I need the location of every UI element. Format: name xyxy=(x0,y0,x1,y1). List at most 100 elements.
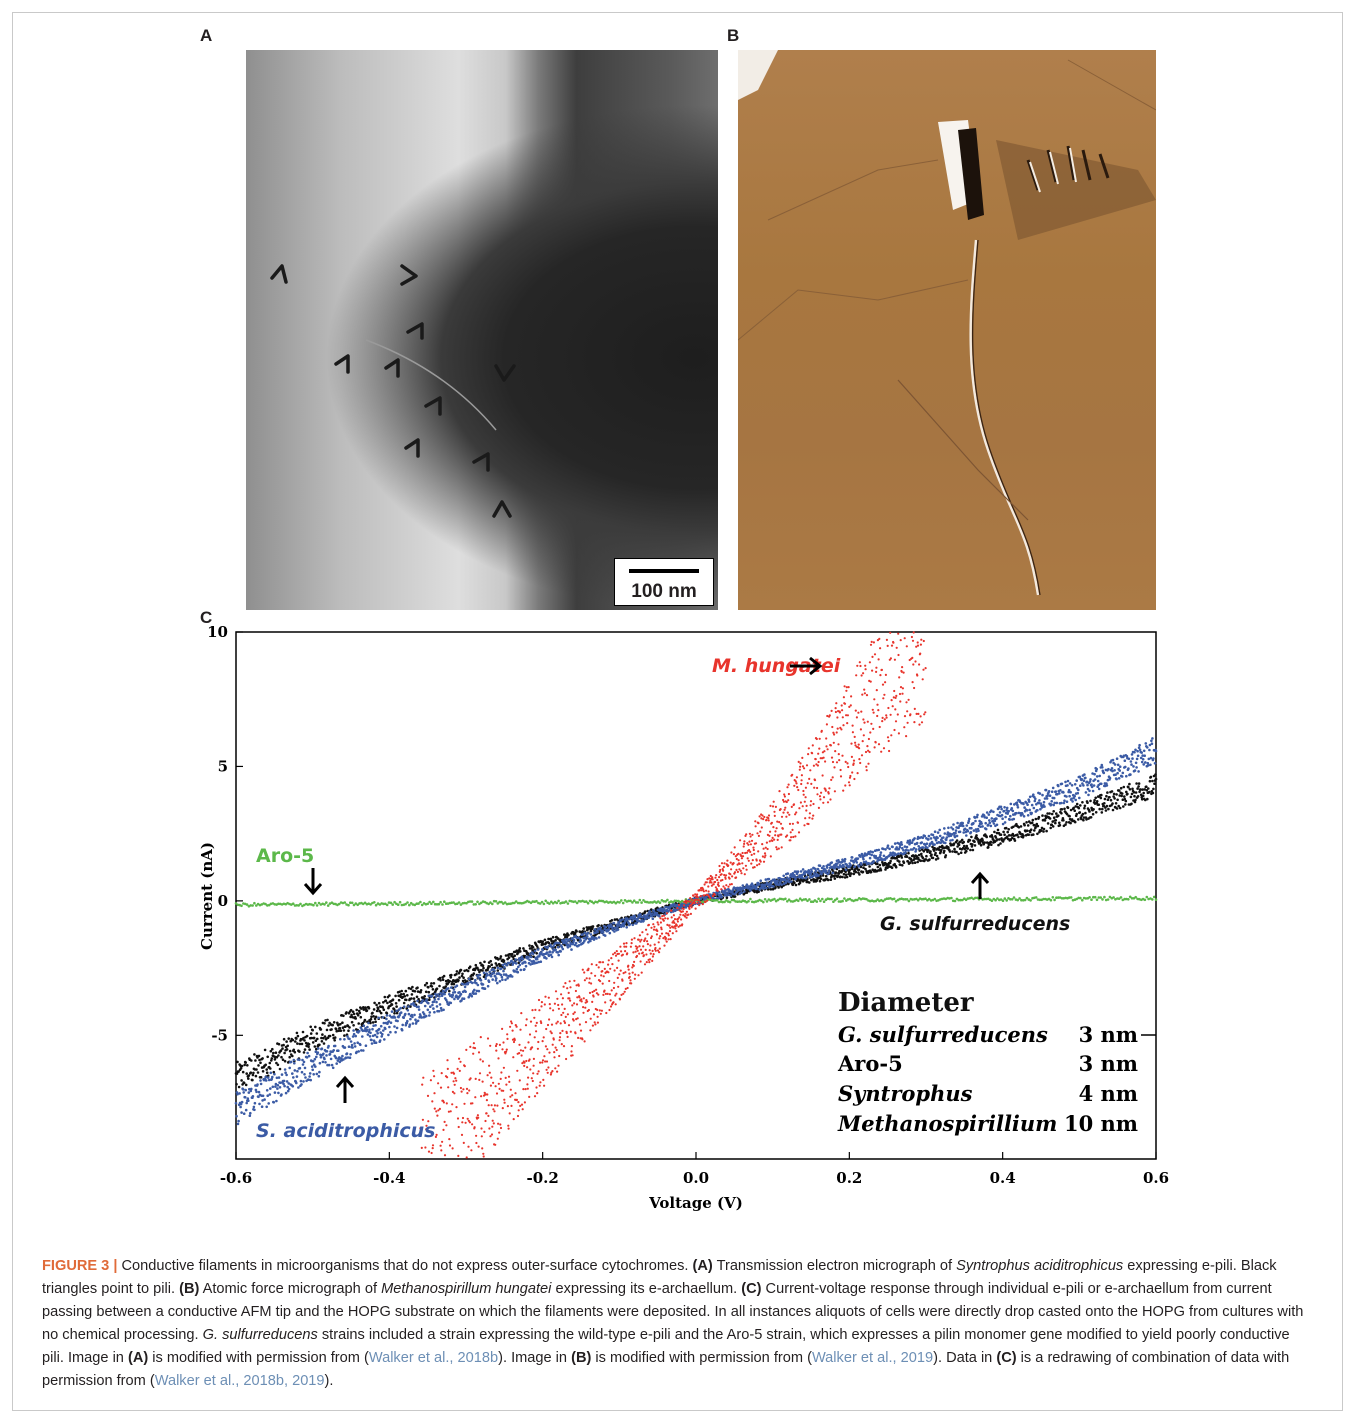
data-point xyxy=(569,999,572,1002)
data-point xyxy=(653,925,656,928)
data-point xyxy=(904,898,907,901)
data-point xyxy=(1142,763,1145,766)
data-point xyxy=(1026,824,1030,827)
data-point xyxy=(752,846,755,849)
data-point xyxy=(801,868,805,871)
data-point xyxy=(567,1024,571,1027)
data-point xyxy=(519,1104,522,1107)
data-point xyxy=(457,979,460,982)
data-point xyxy=(483,1130,486,1133)
data-point xyxy=(506,1033,509,1036)
data-point xyxy=(545,1060,549,1063)
data-point xyxy=(375,1009,379,1013)
data-point xyxy=(1016,806,1020,809)
data-point xyxy=(1120,775,1124,778)
data-point xyxy=(569,986,572,989)
data-point xyxy=(1057,814,1060,817)
tem-micrograph-markers xyxy=(270,264,516,518)
data-point xyxy=(436,993,440,996)
data-point xyxy=(501,1027,504,1030)
data-point xyxy=(524,961,527,964)
data-point xyxy=(533,1036,536,1039)
data-point xyxy=(479,901,483,905)
data-point xyxy=(265,1071,269,1074)
data-point xyxy=(544,995,547,998)
data-point xyxy=(538,954,541,958)
data-point xyxy=(506,976,509,980)
data-point xyxy=(955,850,958,854)
data-point xyxy=(460,1133,464,1136)
data-point xyxy=(1135,757,1139,761)
data-point xyxy=(436,1114,439,1117)
data-point xyxy=(1043,819,1047,822)
data-point xyxy=(535,899,538,903)
data-point xyxy=(951,850,954,853)
data-point xyxy=(308,1072,312,1075)
data-point xyxy=(749,850,752,854)
data-point xyxy=(579,939,582,942)
data-point xyxy=(633,915,637,919)
data-point xyxy=(307,1078,310,1081)
data-point xyxy=(500,900,503,904)
data-point xyxy=(586,901,590,905)
data-point xyxy=(517,951,520,954)
data-point xyxy=(566,940,569,943)
data-point xyxy=(902,898,905,901)
data-point xyxy=(548,1003,551,1006)
data-point xyxy=(750,862,753,865)
data-point xyxy=(409,987,413,991)
data-point xyxy=(1122,805,1125,808)
data-point xyxy=(448,1138,451,1141)
data-point xyxy=(282,1082,285,1086)
data-point xyxy=(280,1093,283,1096)
data-point xyxy=(842,872,846,876)
data-point xyxy=(752,848,755,852)
data-point xyxy=(469,1077,472,1080)
data-point xyxy=(539,1061,542,1064)
data-point xyxy=(975,834,978,837)
data-point xyxy=(318,1061,322,1065)
data-point xyxy=(482,971,486,975)
data-point xyxy=(554,948,557,951)
data-point xyxy=(348,1026,351,1029)
data-point xyxy=(1139,788,1142,791)
data-point xyxy=(438,984,441,988)
data-point xyxy=(611,926,614,929)
data-point xyxy=(655,933,659,936)
data-point xyxy=(633,937,636,940)
data-point xyxy=(586,931,590,935)
data-point xyxy=(320,1047,324,1050)
data-point xyxy=(423,1004,427,1008)
data-point xyxy=(1036,832,1039,836)
data-point xyxy=(733,892,736,896)
data-point xyxy=(937,848,941,851)
data-point xyxy=(585,977,588,980)
data-point xyxy=(984,821,987,825)
data-point xyxy=(528,944,531,947)
data-point xyxy=(261,1099,264,1102)
data-point xyxy=(378,903,382,906)
data-point xyxy=(570,1050,573,1053)
data-point xyxy=(338,1026,342,1030)
data-point xyxy=(843,876,847,879)
data-point xyxy=(853,868,857,872)
data-point xyxy=(471,1123,474,1126)
data-point xyxy=(517,965,520,969)
data-point xyxy=(352,1024,355,1027)
data-point xyxy=(573,979,576,982)
data-point xyxy=(346,1035,349,1038)
data-point xyxy=(632,951,635,954)
data-point xyxy=(578,996,581,999)
data-point xyxy=(1137,782,1141,785)
data-point xyxy=(353,1042,356,1045)
data-point xyxy=(529,963,532,966)
data-point xyxy=(885,897,889,900)
data-point xyxy=(847,870,851,874)
data-point xyxy=(718,876,721,879)
data-point xyxy=(437,997,440,1001)
data-point xyxy=(667,938,670,941)
data-point xyxy=(487,1114,490,1117)
data-point xyxy=(292,1076,295,1079)
data-point xyxy=(482,1152,485,1155)
data-point xyxy=(388,1014,392,1017)
